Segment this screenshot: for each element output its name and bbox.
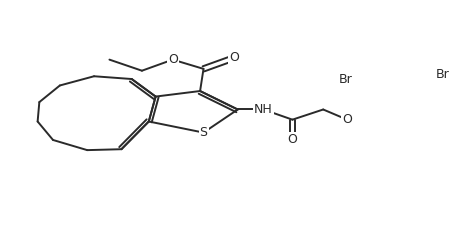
Text: O: O [230, 51, 239, 64]
Text: O: O [342, 113, 352, 126]
Text: O: O [168, 53, 178, 66]
Text: O: O [288, 132, 297, 146]
Text: Br: Br [338, 73, 352, 87]
Text: S: S [199, 126, 207, 139]
Text: NH: NH [254, 103, 273, 116]
Text: Br: Br [436, 68, 450, 81]
